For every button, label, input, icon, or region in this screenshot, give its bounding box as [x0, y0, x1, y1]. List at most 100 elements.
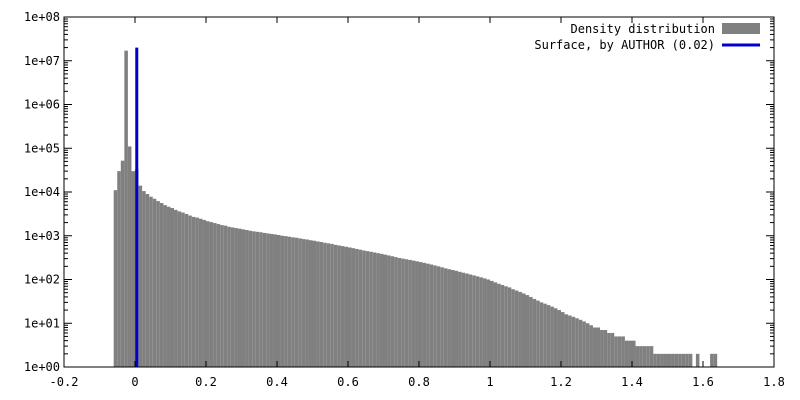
histogram-bar	[621, 336, 625, 367]
histogram-bar	[461, 272, 466, 367]
histogram-bar	[372, 252, 377, 367]
x-tick-label: 1.8	[763, 375, 785, 389]
histogram-bar	[340, 246, 345, 367]
y-tick-label: 1e+02	[24, 273, 60, 287]
histogram-bar	[255, 231, 260, 367]
histogram-bar	[422, 262, 427, 367]
histogram-bar	[532, 298, 537, 367]
histogram-bar	[209, 222, 214, 367]
histogram-bar	[166, 206, 171, 367]
x-axis: -0.2 0 0.2 0.4 0.6 0.8 1 1.2 1.4 1.6 1.8	[50, 17, 785, 389]
histogram-bar	[419, 262, 423, 367]
histogram-bar	[656, 353, 661, 367]
histogram-bar	[429, 264, 434, 367]
histogram-bar	[411, 260, 416, 367]
histogram-bar	[355, 248, 359, 367]
histogram-bar	[170, 208, 175, 367]
histogram-bar	[415, 261, 419, 367]
histogram-bar	[497, 283, 501, 367]
x-tick-label: 0.8	[408, 375, 430, 389]
histogram-bar	[536, 300, 540, 367]
histogram-bar	[383, 254, 388, 367]
histogram-bar	[149, 196, 153, 367]
histogram-bar	[220, 225, 224, 367]
histogram-bar	[198, 218, 203, 367]
histogram-bar	[159, 203, 164, 367]
histogram-bar	[319, 241, 324, 367]
histogram-bar	[433, 265, 437, 367]
histogram-bar	[575, 318, 579, 367]
histogram-bar	[234, 228, 238, 367]
histogram-bar	[642, 346, 647, 367]
histogram-bar	[529, 296, 533, 367]
histogram-bar	[600, 330, 604, 367]
histogram-bar	[521, 293, 526, 367]
histogram-bar	[695, 353, 700, 367]
histogram-bar	[223, 225, 228, 367]
histogram-bar	[688, 353, 693, 367]
histogram-bar	[539, 302, 544, 367]
histogram-bar	[362, 250, 366, 367]
histogram-bar	[181, 212, 185, 367]
histogram-bar	[518, 291, 522, 367]
x-tick-label: -0.2	[50, 375, 79, 389]
histogram-bar	[472, 275, 476, 367]
histogram-bar	[337, 245, 341, 367]
histogram-bar	[273, 234, 277, 367]
legend-label-surface: Surface, by AUTHOR (0.02)	[534, 38, 715, 52]
legend-label-density: Density distribution	[571, 22, 716, 36]
histogram-bar	[436, 266, 441, 367]
histogram-bar	[663, 353, 668, 367]
histogram-bar	[216, 224, 221, 367]
histogram-bar	[646, 346, 650, 367]
histogram-bar	[458, 271, 462, 367]
legend-swatch-density	[722, 23, 760, 34]
histogram-bar	[507, 287, 512, 367]
histogram-bar	[639, 346, 643, 367]
histogram-bar	[387, 255, 391, 367]
histogram-bar	[184, 213, 189, 367]
x-tick-label: 1.4	[621, 375, 643, 389]
histogram-bar	[557, 310, 561, 367]
histogram-bar	[142, 191, 146, 367]
histogram-bar	[120, 160, 125, 367]
histogram-bar	[607, 332, 611, 367]
histogram-bar	[550, 306, 554, 367]
histogram-bar	[277, 235, 281, 367]
histogram-bar	[674, 353, 679, 367]
histogram-bar	[561, 312, 565, 367]
histogram-bar	[326, 243, 331, 367]
histogram-bar	[571, 316, 576, 367]
histogram-bar	[525, 295, 530, 367]
histogram-bar	[450, 269, 455, 367]
histogram-bar	[131, 171, 135, 367]
histogram-bar	[465, 273, 469, 367]
histogram-bar	[284, 236, 288, 367]
histogram-bar	[632, 340, 636, 367]
histogram-bar	[404, 259, 409, 367]
y-tick-label: 1e+00	[24, 360, 60, 374]
histogram-bar	[514, 290, 519, 367]
histogram-bar	[227, 226, 231, 367]
histogram-bar	[660, 353, 664, 367]
histogram-bar	[241, 229, 246, 367]
histogram-bar	[589, 325, 593, 367]
histogram-bar	[117, 171, 121, 367]
histogram-bar	[291, 237, 295, 367]
histogram-bar	[440, 267, 444, 367]
histogram-bar	[213, 223, 217, 367]
histogram-bar	[156, 201, 160, 367]
histogram-bar	[351, 248, 356, 367]
histogram-bar	[667, 353, 672, 367]
histogram-bar	[447, 269, 451, 367]
y-tick-label: 1e+01	[24, 316, 60, 330]
histogram-bar	[568, 315, 572, 367]
histogram-bar	[252, 231, 256, 367]
x-tick-label: 1	[486, 375, 493, 389]
histogram-bar	[230, 227, 235, 367]
histogram-bar	[316, 241, 320, 367]
histogram-bar	[195, 217, 199, 367]
histogram-bar	[369, 251, 373, 367]
histogram-bar	[649, 346, 654, 367]
